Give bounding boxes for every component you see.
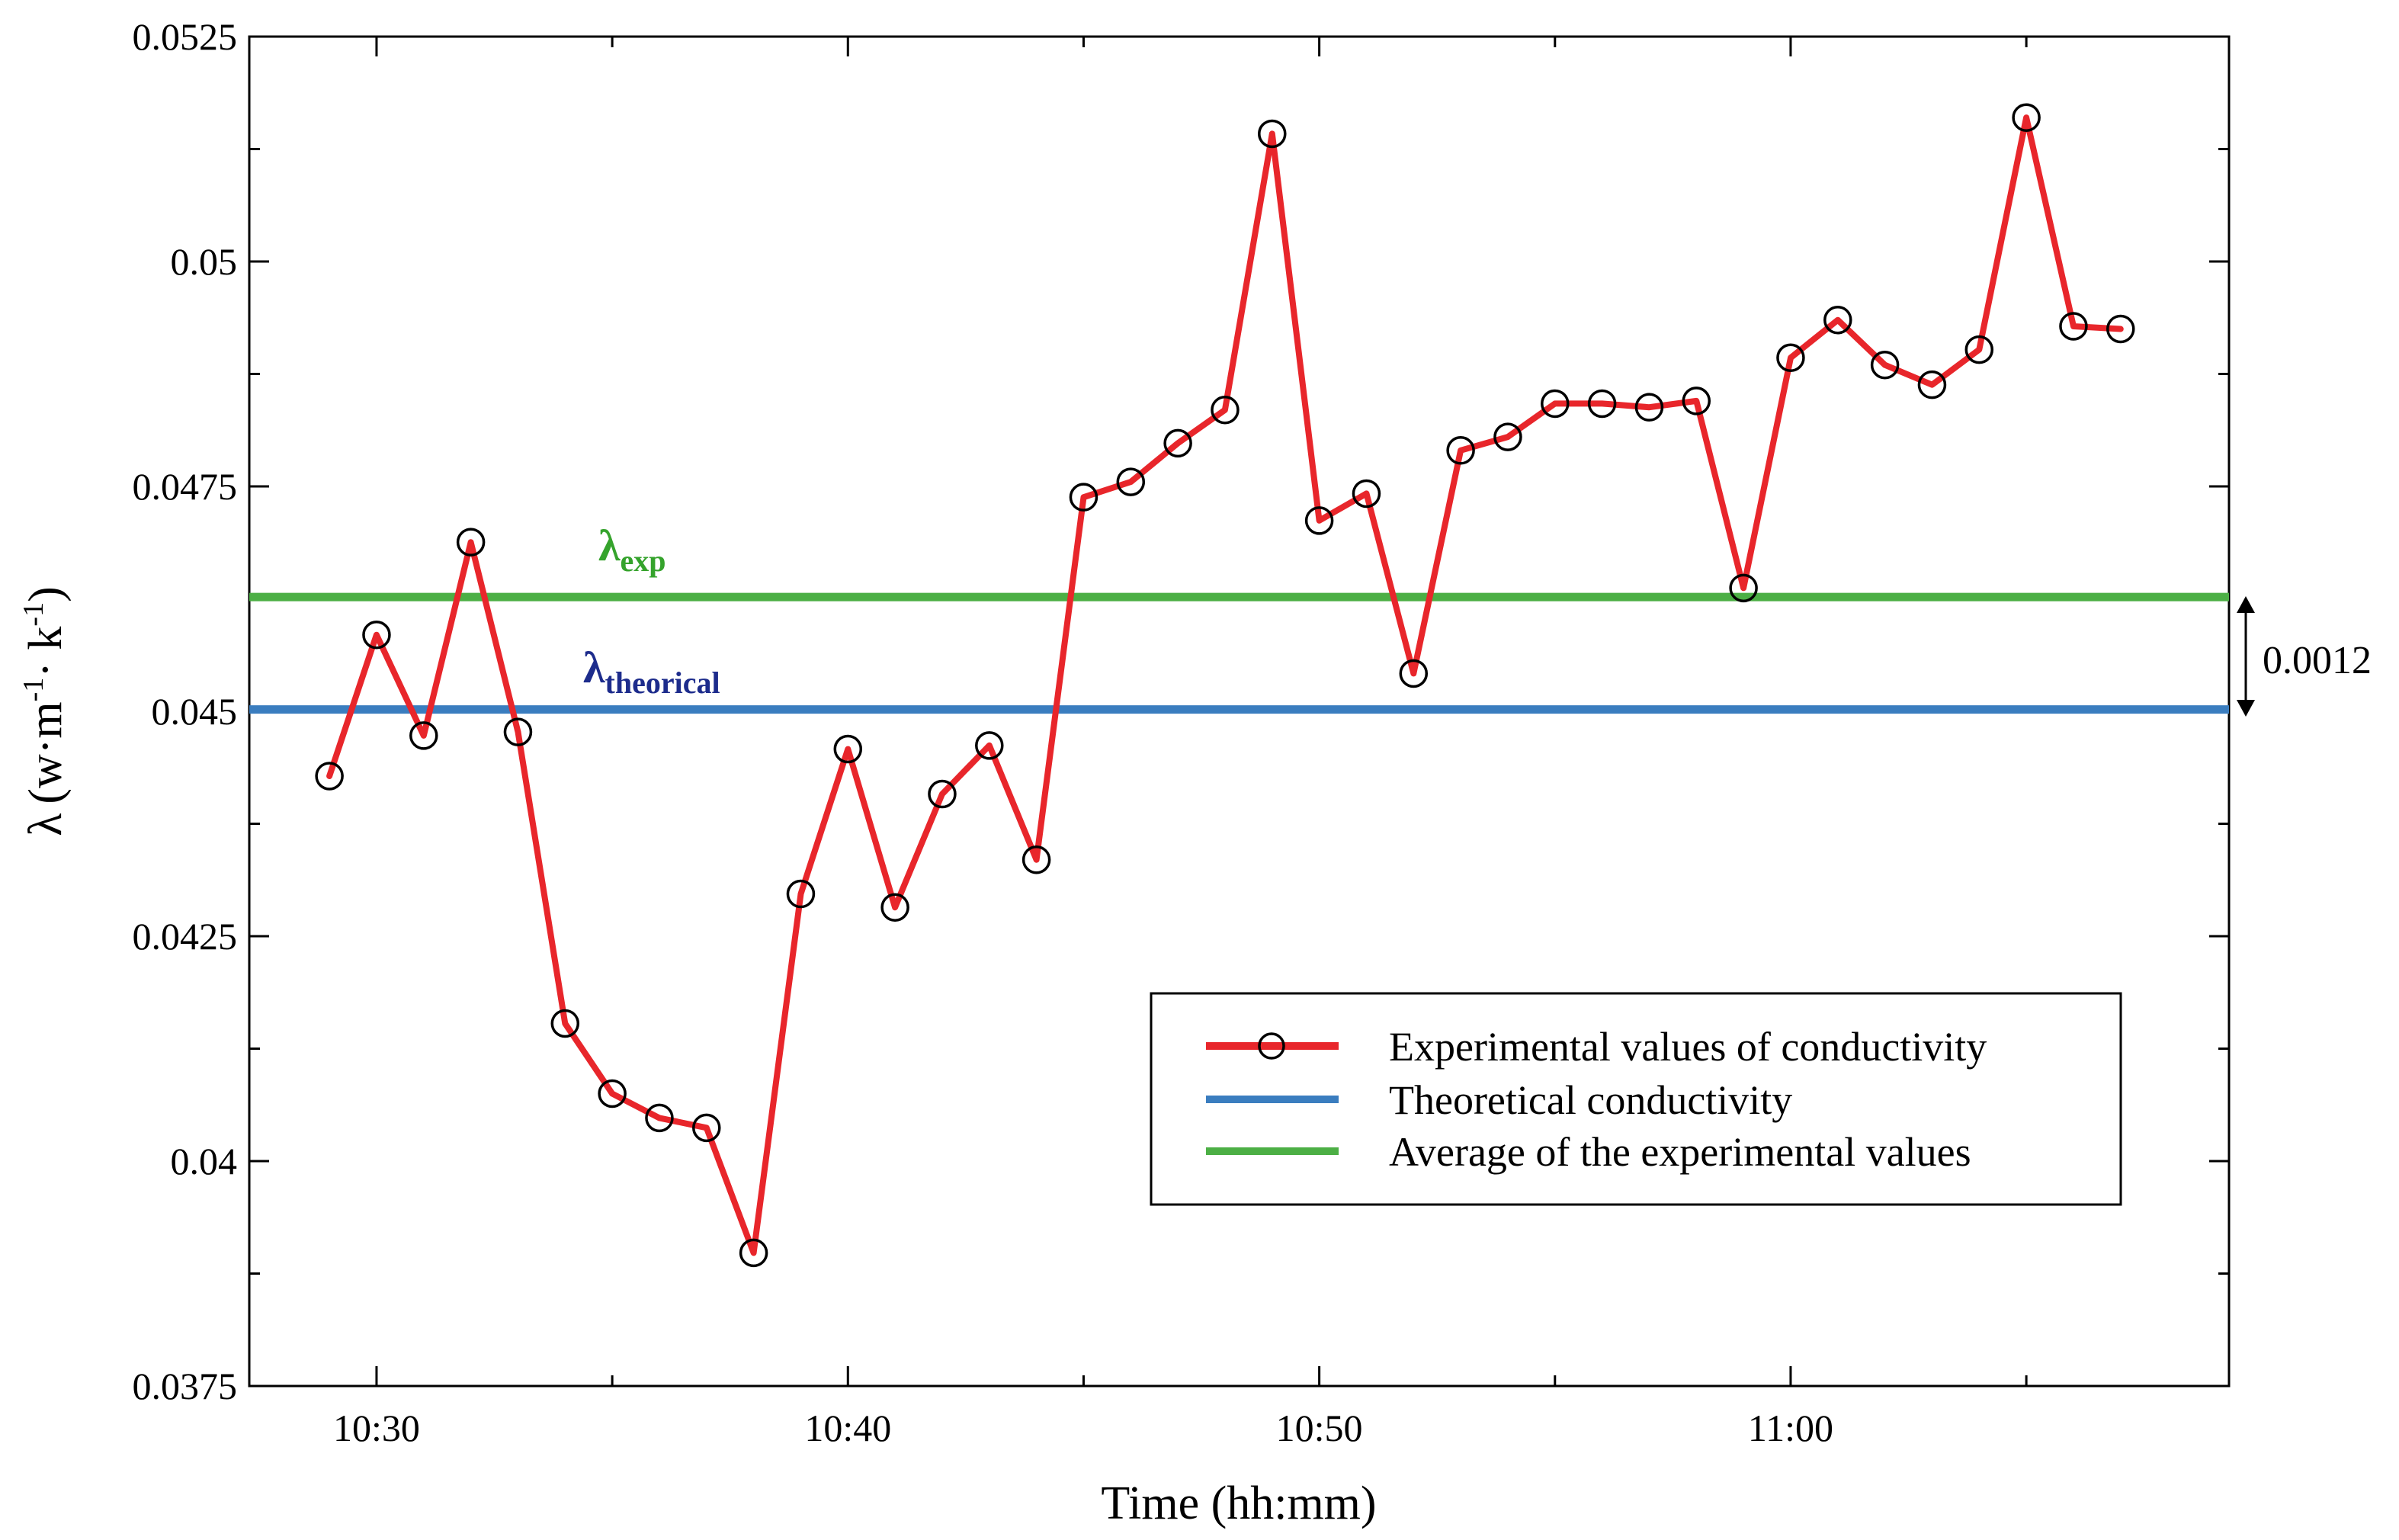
legend-item-theoretical: Theoretical conductivity <box>1206 1077 1792 1123</box>
x-tick-label: 11:00 <box>1748 1407 1833 1449</box>
data-point <box>456 528 486 557</box>
data-point <box>1021 845 1051 874</box>
data-point <box>739 1238 768 1268</box>
difference-label: 0.0012 <box>2263 639 2372 682</box>
data-point <box>1823 305 1852 335</box>
x-tick-label: 10:30 <box>333 1407 420 1449</box>
reference-lines <box>249 592 2229 714</box>
x-tick-label: 10:40 <box>804 1407 891 1449</box>
experimental-series <box>315 103 2135 1268</box>
y-tick-label: 0.0375 <box>133 1365 238 1407</box>
data-point <box>2106 314 2135 344</box>
data-point <box>1729 573 1758 603</box>
data-point <box>1258 119 1287 149</box>
data-point <box>1541 389 1570 419</box>
experimental-line <box>326 114 2124 1256</box>
data-point <box>1870 350 1900 380</box>
data-point <box>880 893 909 922</box>
data-point <box>1211 395 1240 425</box>
data-point <box>1352 479 1381 509</box>
data-point <box>1964 335 1994 364</box>
legend-circle-marker-icon <box>1258 1032 1285 1060</box>
data-point <box>598 1079 627 1108</box>
data-point <box>2012 103 2041 132</box>
x-tick-label: 10:50 <box>1276 1407 1363 1449</box>
legend: Experimental values of conductivity Theo… <box>1150 992 2122 1206</box>
legend-label-experimental: Experimental values of conductivity <box>1389 1024 1987 1070</box>
data-point <box>2059 312 2088 341</box>
axis-ticks: 0.0375 0.04 0.0425 0.045 0.0475 0.05 0.0525 10:… <box>133 15 2229 1449</box>
data-point <box>409 721 438 750</box>
data-point <box>1304 506 1334 535</box>
y-tick-label: 0.045 <box>152 690 238 733</box>
data-point <box>1682 387 1711 415</box>
difference-arrow-icon <box>2237 596 2255 717</box>
data-point <box>975 731 1004 760</box>
data-point <box>1776 343 1805 373</box>
data-point <box>1446 436 1475 465</box>
lambda-theorical-annotation: λtheorical <box>583 643 720 700</box>
y-tick-label: 0.04 <box>171 1140 238 1182</box>
legend-item-experimental: Experimental values of conductivity <box>1206 1024 1987 1070</box>
data-point <box>1587 389 1617 419</box>
y-tick-label: 0.0425 <box>133 915 238 958</box>
data-point <box>1116 467 1146 496</box>
legend-box <box>1150 992 2122 1206</box>
y-tick-label: 0.0475 <box>133 465 238 508</box>
data-point <box>1163 428 1192 458</box>
data-point <box>550 1009 580 1038</box>
data-point <box>315 762 344 791</box>
y-tick-label: 0.05 <box>171 240 238 283</box>
data-point <box>928 779 957 809</box>
y-tick-label: 0.0525 <box>133 15 238 58</box>
data-point <box>362 620 391 650</box>
data-point <box>645 1103 674 1133</box>
legend-label-theoretical: Theoretical conductivity <box>1389 1077 1792 1123</box>
data-point <box>1634 393 1664 422</box>
legend-label-average: Average of the experimental values <box>1389 1129 1971 1175</box>
data-point <box>833 734 863 764</box>
legend-item-average: Average of the experimental values <box>1206 1129 1971 1175</box>
data-point <box>1399 659 1429 688</box>
data-point <box>786 879 816 909</box>
x-axis-title: Time (hh:mm) <box>1101 1477 1376 1529</box>
data-point <box>503 717 533 746</box>
data-point <box>1493 422 1522 451</box>
data-point <box>1069 483 1098 512</box>
lambda-exp-annotation: λexp <box>598 521 666 578</box>
data-point <box>1917 370 1947 399</box>
y-axis-title: λ(w·m-1· k-1) <box>18 586 72 836</box>
data-point <box>692 1113 721 1143</box>
